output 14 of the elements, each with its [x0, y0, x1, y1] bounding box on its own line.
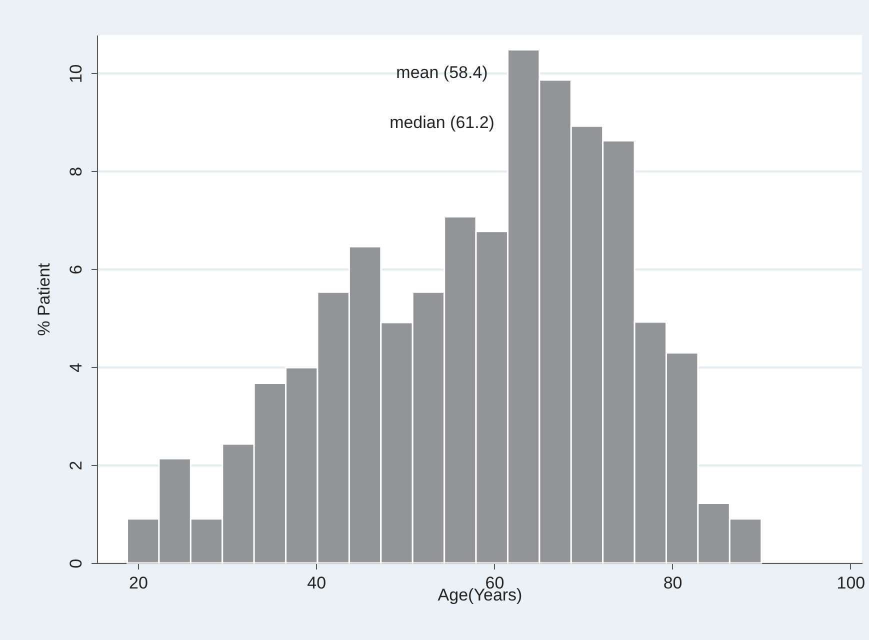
annotation: median (61.2) — [390, 113, 494, 132]
y-axis-title: % Patient — [34, 262, 54, 336]
y-tick-label: 10 — [66, 64, 86, 84]
y-tick-label: 0 — [66, 558, 86, 568]
annotation: mean (58.4) — [396, 63, 488, 82]
x-tick-label: 80 — [663, 574, 682, 592]
x-tick-label: 100 — [836, 574, 866, 592]
y-tick-label: 4 — [66, 362, 86, 372]
x-tick-label: 20 — [129, 574, 148, 592]
y-tick-label: 8 — [66, 166, 86, 176]
x-tick-label: 40 — [307, 574, 326, 592]
y-tick-label: 6 — [66, 264, 86, 274]
y-tick-label: 2 — [66, 460, 86, 470]
x-tick-label: 60 — [485, 574, 504, 592]
